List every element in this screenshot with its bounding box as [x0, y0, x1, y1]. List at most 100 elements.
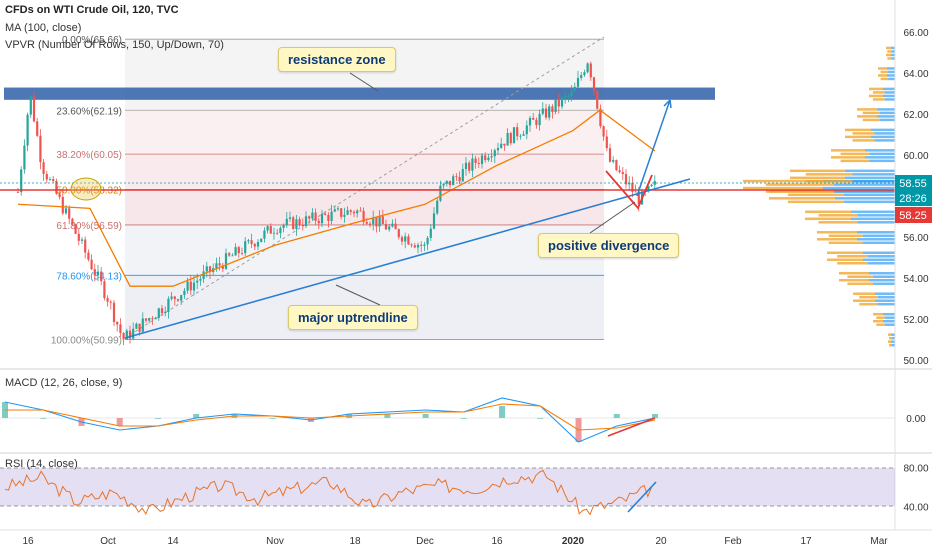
- candle-body: [653, 181, 656, 185]
- major-uptrendline-callout[interactable]: major uptrendline: [288, 305, 418, 330]
- volume-profile-bar-buy: [891, 46, 895, 50]
- divergence-callout-pointer: [589, 201, 636, 234]
- candle-body: [343, 214, 346, 217]
- ma-price-badge: 58.25: [895, 207, 932, 223]
- price-divergence-marker[interactable]: [605, 170, 653, 210]
- volume-profile-bar-sell: [743, 179, 823, 183]
- candle-body: [295, 219, 298, 229]
- candle-body: [493, 150, 496, 157]
- macd-signal-line: [5, 403, 656, 431]
- candle-body: [234, 247, 237, 256]
- volume-profile-bar-buy: [851, 210, 895, 214]
- candle-body: [119, 324, 122, 333]
- volume-profile-bar-sell: [852, 139, 875, 142]
- candle-body: [516, 127, 519, 137]
- macd-legend[interactable]: MACD (12, 26, close, 9): [5, 377, 123, 389]
- candle-body: [400, 237, 404, 242]
- macd-histogram-bar: [40, 418, 47, 419]
- candle-body: [144, 318, 148, 321]
- volume-profile-bar-sell: [828, 234, 863, 238]
- candle-body: [36, 121, 39, 136]
- volume-profile-bar-sell: [790, 169, 845, 173]
- candle-body: [141, 318, 144, 332]
- volume-profile-bar-buy: [869, 152, 895, 156]
- resistance-zone-callout[interactable]: resistance zone: [278, 47, 396, 72]
- candle-body: [506, 133, 509, 146]
- candle-body: [372, 217, 375, 225]
- fib-level-label: 50.00%(58.32): [56, 186, 122, 197]
- volume-profile-bar-buy: [845, 176, 895, 180]
- volume-profile-bar-buy: [888, 70, 895, 74]
- volume-profile-bar-sell: [827, 258, 863, 262]
- volume-profile-bar-sell: [862, 118, 880, 122]
- rsi-tick-label: 80.00: [903, 464, 928, 475]
- volume-profile-bar-sell: [837, 255, 868, 258]
- price-tick-label: 54.00: [903, 274, 928, 285]
- candle-body: [112, 302, 116, 322]
- macd-divergence-line[interactable]: [607, 417, 656, 437]
- candle-body: [397, 229, 400, 238]
- candle-body: [157, 308, 160, 318]
- candle-body: [381, 216, 384, 225]
- rsi-legend[interactable]: RSI (14, close): [5, 458, 78, 470]
- candle-body: [365, 222, 368, 224]
- volume-profile-bar-buy: [891, 57, 895, 60]
- candle-body: [541, 108, 544, 114]
- candle-body: [557, 99, 560, 107]
- volume-profile-bar-buy: [883, 319, 895, 323]
- candle-body: [512, 127, 516, 144]
- volume-profile-bar-buy: [883, 312, 895, 316]
- volume-profile-bar-buy: [833, 190, 895, 193]
- time-tick-label: Feb: [724, 536, 742, 547]
- fifty-percent-circle-marker[interactable]: [70, 177, 102, 201]
- fib-level-label: 23.60%(62.19): [56, 106, 122, 117]
- volume-profile-bar-buy: [878, 302, 895, 306]
- time-tick-label: Nov: [266, 536, 284, 547]
- volume-profile-bar-sell: [787, 193, 844, 197]
- candle-body: [288, 217, 292, 219]
- candle-body: [564, 96, 567, 98]
- candle-body: [528, 117, 532, 126]
- volume-profile-bar-buy: [835, 197, 895, 200]
- candle-body: [298, 219, 301, 225]
- candle-body: [96, 271, 100, 276]
- ma-legend[interactable]: MA (100, close): [5, 22, 82, 34]
- candle-body: [618, 170, 621, 173]
- candle-body: [554, 99, 557, 112]
- candle-body: [324, 213, 327, 215]
- resistance-zone-box[interactable]: [4, 87, 715, 100]
- positive-divergence-callout[interactable]: positive divergence: [538, 233, 680, 258]
- candle-body: [192, 282, 196, 291]
- candle-body: [77, 233, 80, 241]
- major-uptrendline[interactable]: [124, 178, 691, 339]
- candle-body: [196, 280, 199, 283]
- candle-body: [333, 209, 336, 212]
- volume-profile-bar-sell: [876, 323, 885, 326]
- macd-histogram-bar: [613, 414, 620, 418]
- candle-body: [490, 156, 493, 158]
- volume-profile-bar-buy: [891, 336, 895, 340]
- time-tick-label: 20: [655, 536, 667, 547]
- price-axis[interactable]: 66.00 64.00 62.00 60.00 56.00 54.00 52.00 50.00: [903, 28, 928, 367]
- candle-body: [631, 182, 634, 192]
- candle-body: [138, 323, 141, 332]
- fib-trend-line: [124, 36, 605, 339]
- volume-profile-bar-buy: [857, 231, 895, 234]
- volume-profile-bar-sell: [827, 251, 863, 255]
- rsi-divergence-line[interactable]: [627, 481, 657, 513]
- volume-profile-bar-buy: [887, 67, 895, 70]
- time-tick-label: 17: [800, 536, 812, 547]
- vpvr-legend[interactable]: VPVR (Number Of Rows, 150, Up/Down, 70): [5, 39, 224, 51]
- time-axis[interactable]: 16 Oct 14 Nov 18 Dec 16 2020 20 Feb 17 Mar: [22, 536, 888, 547]
- volume-profile-bar-sell: [831, 149, 865, 152]
- volume-profile-bar-sell: [859, 295, 878, 299]
- macd-line: [4, 397, 656, 443]
- time-tick-label: Oct: [100, 536, 116, 547]
- candle-body: [29, 96, 32, 115]
- candle-body: [327, 214, 330, 221]
- candle-body: [522, 134, 525, 136]
- candle-body: [474, 158, 477, 164]
- projection-arrow[interactable]: [636, 99, 671, 197]
- macd-histogram-bar: [154, 418, 161, 419]
